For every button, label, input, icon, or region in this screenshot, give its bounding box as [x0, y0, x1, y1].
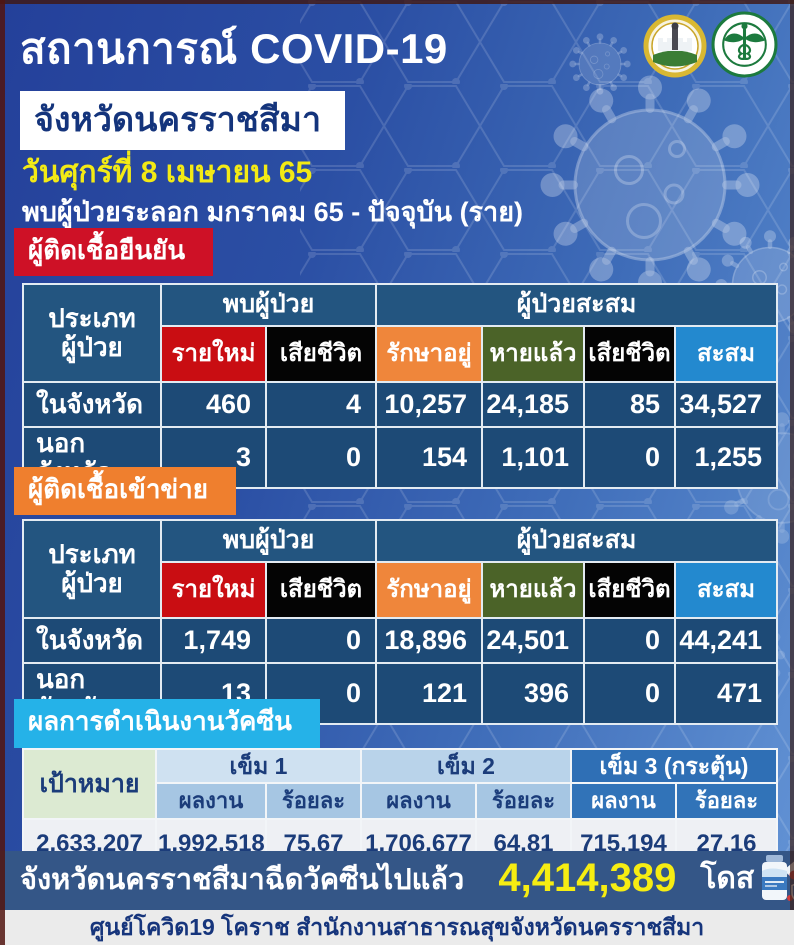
probable-cases-badge: ผู้ติดเชื้อเข้าข่าย	[14, 467, 237, 515]
table-row: เป้าหมาย เข็ม 1 เข็ม 2 เข็ม 3 (กระตุ้น)	[22, 748, 778, 820]
dose3-header: เข็ม 3 (กระตุ้น)	[570, 748, 778, 784]
cumulative-total-header: สะสม	[673, 325, 779, 383]
value-cell: 0	[583, 425, 676, 490]
cumulative-deaths-header: เสียชีวิต	[583, 325, 676, 383]
found-group-header: พบผู้ป่วย	[160, 283, 377, 327]
right-edge-artifact	[790, 0, 794, 910]
vaccine-bottle-syringe-icon	[754, 849, 794, 908]
confirmed-cases-table: ประเภท ผู้ป่วย พบผู้ป่วย ผู้ป่วยสะสม ราย…	[22, 283, 779, 490]
value-cell: 10,257	[375, 381, 483, 428]
page-title: สถานการณ์ COVID-19	[20, 25, 448, 72]
target-header: เป้าหมาย	[22, 748, 157, 820]
value-cell: 18,896	[375, 617, 483, 664]
new-cases-header: รายใหม่	[160, 325, 267, 383]
province-name-box: จังหวัดนครราชสีมา	[20, 91, 346, 150]
in-treatment-header: รักษาอยู่	[375, 325, 483, 383]
table-row: ประเภท ผู้ป่วย พบผู้ป่วย ผู้ป่วยสะสม	[22, 283, 779, 383]
total-doses-unit: โดส	[700, 862, 755, 895]
cumulative-total-header: สะสม	[673, 561, 779, 619]
recovered-header: หายแล้ว	[481, 561, 585, 619]
dose1-percent-header: ร้อยละ	[265, 782, 362, 820]
type-header-line2: ผู้ป่วย	[61, 332, 123, 362]
type-header-line1: ประเภท	[48, 539, 136, 570]
type-header-cell: ประเภท ผู้ป่วย	[22, 283, 162, 383]
report-subtitle: พบผู้ป่วยระลอก มกราคม 65 - ปัจจุบัน (ราย…	[22, 197, 524, 227]
dose1-result-header: ผลงาน	[155, 782, 267, 820]
moph-logo	[711, 11, 778, 83]
value-cell: 1,255	[673, 425, 779, 490]
row-label: ในจังหวัด	[22, 617, 162, 664]
deaths-header: เสียชีวิต	[265, 561, 377, 619]
dose3-result-header: ผลงาน	[570, 782, 677, 820]
value-cell: 0	[583, 661, 676, 726]
total-doses-band: จังหวัดนครราชสีมาฉีดวัคซีนไปแล้ว 4,414,3…	[0, 851, 794, 910]
in-treatment-header: รักษาอยู่	[375, 561, 483, 619]
value-cell: 121	[375, 661, 483, 726]
value-cell: 4	[265, 381, 377, 428]
recovered-header: หายแล้ว	[481, 325, 585, 383]
moph-caduceus-icon	[711, 11, 778, 78]
new-cases-header: รายใหม่	[160, 561, 267, 619]
cumulative-group-header: ผู้ป่วยสะสม	[374, 519, 779, 563]
provincial-seal-logo	[643, 14, 707, 83]
top-edge-artifact	[0, 0, 794, 4]
row-label: ในจังหวัด	[22, 381, 162, 428]
value-cell: 1,101	[481, 425, 585, 490]
report-date: วันศุกร์ที่ 8 เมษายน 65	[22, 156, 313, 189]
value-cell: 24,501	[481, 617, 585, 664]
vaccine-results-badge: ผลการดำเนินงานวัคซีน	[14, 699, 320, 748]
value-cell: 0	[265, 425, 377, 490]
dose2-result-header: ผลงาน	[360, 782, 477, 820]
value-cell: 44,241	[673, 617, 779, 664]
dose1-header: เข็ม 1	[155, 748, 362, 784]
dose2-header: เข็ม 2	[360, 748, 572, 784]
value-cell: 396	[481, 661, 585, 726]
value-cell: 471	[673, 661, 779, 726]
nakhon-ratchasima-seal-icon	[643, 14, 707, 78]
dose2-percent-header: ร้อยละ	[475, 782, 572, 820]
cumulative-deaths-header: เสียชีวิต	[583, 561, 676, 619]
value-cell: 154	[375, 425, 483, 490]
table-row: ในจังหวัด 1,749 0 18,896 24,501 0 44,241	[22, 617, 779, 664]
total-doses-value: 4,414,389	[498, 856, 677, 900]
value-cell: 85	[583, 381, 676, 428]
table-row: ประเภท ผู้ป่วย พบผู้ป่วย ผู้ป่วยสะสม	[22, 519, 779, 619]
probable-cases-table: ประเภท ผู้ป่วย พบผู้ป่วย ผู้ป่วยสะสม ราย…	[22, 519, 779, 726]
value-cell: 24,185	[481, 381, 585, 428]
value-cell: 34,527	[673, 381, 779, 428]
value-cell: 1,749	[160, 617, 267, 664]
confirmed-cases-badge: ผู้ติดเชื้อยืนยัน	[14, 228, 214, 276]
type-header-line1: ประเภท	[48, 303, 136, 334]
type-header-cell: ประเภท ผู้ป่วย	[22, 519, 162, 619]
deaths-header: เสียชีวิต	[265, 325, 377, 383]
footer-credit: ศูนย์โควิด19 โคราช สำนักงานสาธารณสุขจังห…	[0, 910, 794, 945]
cumulative-group-header: ผู้ป่วยสะสม	[374, 283, 779, 327]
value-cell: 460	[160, 381, 267, 428]
left-edge-artifact	[0, 0, 5, 945]
table-row: ในจังหวัด 460 4 10,257 24,185 85 34,527	[22, 381, 779, 428]
dose3-percent-header: ร้อยละ	[675, 782, 778, 820]
found-group-header: พบผู้ป่วย	[160, 519, 377, 563]
total-doses-label: จังหวัดนครราชสีมาฉีดวัคซีนไปแล้ว	[20, 863, 465, 896]
province-name: จังหวัดนครราชสีมา	[34, 100, 322, 139]
type-header-line2: ผู้ป่วย	[61, 568, 123, 598]
value-cell: 0	[265, 617, 377, 664]
value-cell: 0	[583, 617, 676, 664]
